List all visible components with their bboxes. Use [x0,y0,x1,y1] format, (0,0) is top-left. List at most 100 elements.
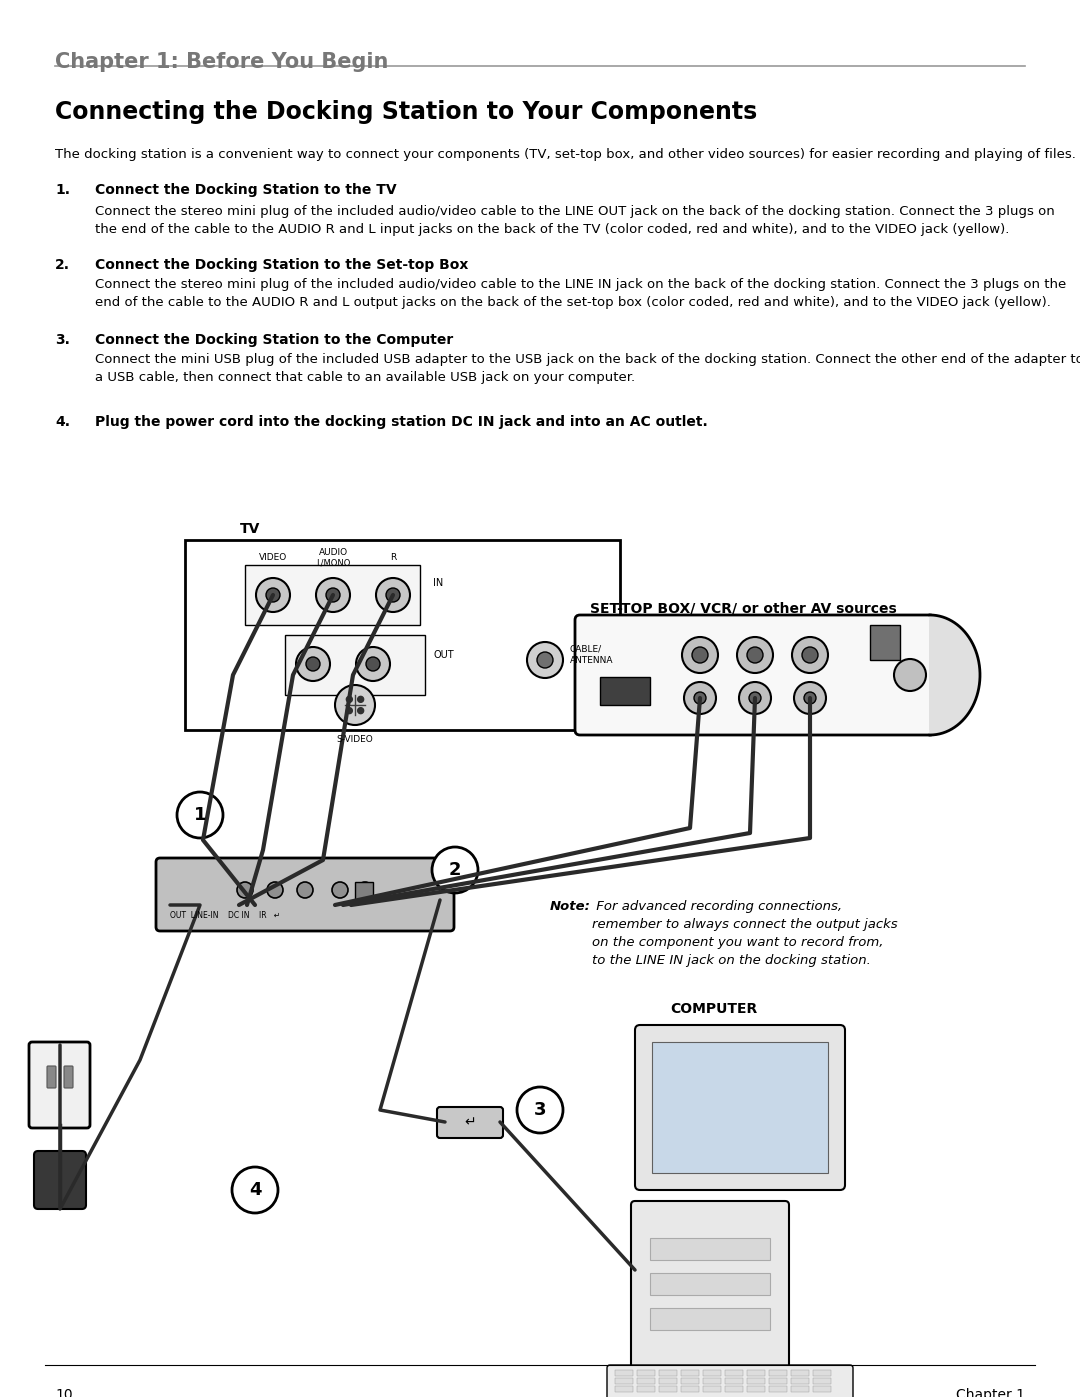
Bar [791,1370,809,1376]
Circle shape [356,647,390,680]
FancyBboxPatch shape [29,1042,90,1127]
Text: COMPUTER: COMPUTER [670,1002,757,1016]
Bar [681,1386,699,1391]
Bar [703,1370,721,1376]
Circle shape [347,696,352,703]
Text: ↵: ↵ [464,1115,476,1129]
Bar [703,1377,721,1384]
Text: OUT  LINE-IN    DC IN    IR   ↵: OUT LINE-IN DC IN IR ↵ [170,911,280,919]
Bar [650,1273,770,1295]
Circle shape [537,652,553,668]
FancyBboxPatch shape [635,1025,845,1190]
Circle shape [232,1166,278,1213]
Circle shape [750,692,761,704]
Circle shape [894,659,926,692]
Circle shape [376,578,410,612]
Bar [659,1386,677,1391]
Circle shape [237,882,253,898]
Text: TV: TV [240,522,260,536]
Circle shape [357,882,373,898]
Circle shape [794,682,826,714]
Bar [615,1386,633,1391]
Bar [813,1370,831,1376]
Text: 2.: 2. [55,258,70,272]
Text: Plug the power cord into the docking station DC IN jack and into an AC outlet.: Plug the power cord into the docking sta… [95,415,707,429]
Text: The docking station is a convenient way to connect your components (TV, set-top : The docking station is a convenient way … [55,148,1076,161]
Text: 4.: 4. [55,415,70,429]
Circle shape [296,647,330,680]
Text: Connecting the Docking Station to Your Components: Connecting the Docking Station to Your C… [55,101,757,124]
Text: R: R [390,553,396,562]
Circle shape [297,882,313,898]
FancyBboxPatch shape [631,1201,789,1389]
FancyBboxPatch shape [48,1066,56,1088]
Text: 3: 3 [534,1101,546,1119]
Circle shape [256,578,291,612]
Circle shape [357,708,364,714]
Bar [813,1386,831,1391]
Text: 10: 10 [55,1389,72,1397]
Bar [185,541,620,731]
Bar [791,1377,809,1384]
Bar [637,1370,654,1376]
Circle shape [357,696,364,703]
Circle shape [747,647,762,664]
Circle shape [266,588,280,602]
FancyBboxPatch shape [33,1151,86,1208]
Bar [637,1386,654,1391]
Circle shape [347,708,352,714]
Text: 1.: 1. [55,183,70,197]
Text: 4: 4 [248,1180,261,1199]
Text: 3.: 3. [55,332,70,346]
Circle shape [792,637,828,673]
Text: Connect the stereo mini plug of the included audio/video cable to the LINE OUT j: Connect the stereo mini plug of the incl… [95,205,1055,236]
Text: CABLE/
ANTENNA: CABLE/ ANTENNA [570,645,613,665]
Bar [769,1386,787,1391]
Polygon shape [930,615,980,735]
Bar [725,1386,743,1391]
Bar [600,678,650,705]
Text: Connect the Docking Station to the Set-top Box: Connect the Docking Station to the Set-t… [95,258,469,272]
Text: 2: 2 [449,861,461,879]
Bar [703,1386,721,1391]
Bar [681,1370,699,1376]
Bar [747,1370,765,1376]
Bar [791,1386,809,1391]
Text: S-VIDEO: S-VIDEO [337,735,374,745]
Circle shape [739,682,771,714]
Polygon shape [190,865,420,922]
Bar [870,624,900,659]
Circle shape [432,847,478,893]
FancyBboxPatch shape [156,858,454,930]
Circle shape [694,692,706,704]
Text: SET-TOP BOX/ VCR/ or other AV sources: SET-TOP BOX/ VCR/ or other AV sources [590,602,896,616]
Bar [747,1386,765,1391]
Circle shape [681,637,718,673]
Bar [650,1238,770,1260]
Bar [659,1377,677,1384]
Circle shape [737,637,773,673]
Text: Connect the Docking Station to the TV: Connect the Docking Station to the TV [95,183,396,197]
Circle shape [692,647,708,664]
Bar [681,1377,699,1384]
Bar [725,1370,743,1376]
Circle shape [366,657,380,671]
Circle shape [517,1087,563,1133]
Text: VIDEO: VIDEO [259,553,287,562]
Bar [650,1308,770,1330]
Text: Connect the Docking Station to the Computer: Connect the Docking Station to the Compu… [95,332,454,346]
Text: For advanced recording connections,
remember to always connect the output jacks
: For advanced recording connections, reme… [592,900,897,967]
Bar [652,1042,828,1173]
Circle shape [316,578,350,612]
Circle shape [802,647,818,664]
Circle shape [177,792,222,838]
Text: 1: 1 [193,806,206,824]
Bar [769,1377,787,1384]
Circle shape [684,682,716,714]
Circle shape [527,643,563,678]
Bar [245,564,420,624]
FancyBboxPatch shape [575,615,935,735]
Text: Note:: Note: [550,900,591,914]
FancyBboxPatch shape [437,1106,503,1139]
Bar [769,1370,787,1376]
